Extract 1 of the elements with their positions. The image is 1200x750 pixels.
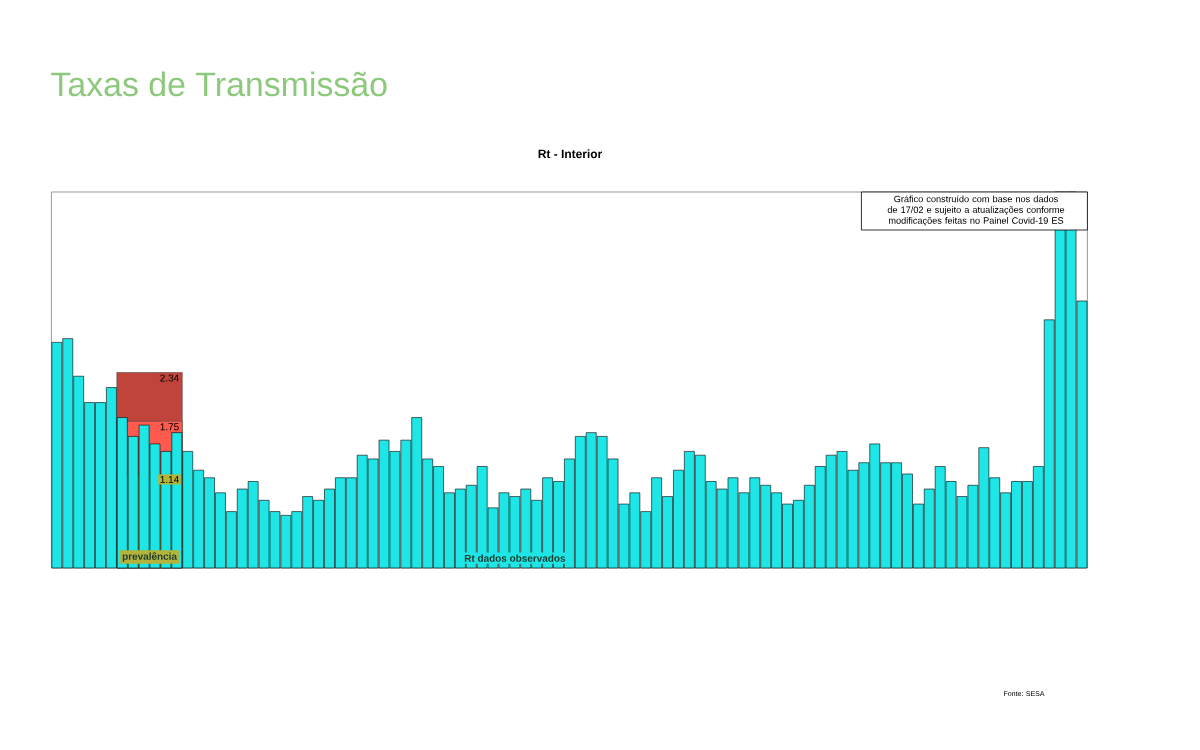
- chart-title: Taxas de Transmissão: [51, 71, 387, 97]
